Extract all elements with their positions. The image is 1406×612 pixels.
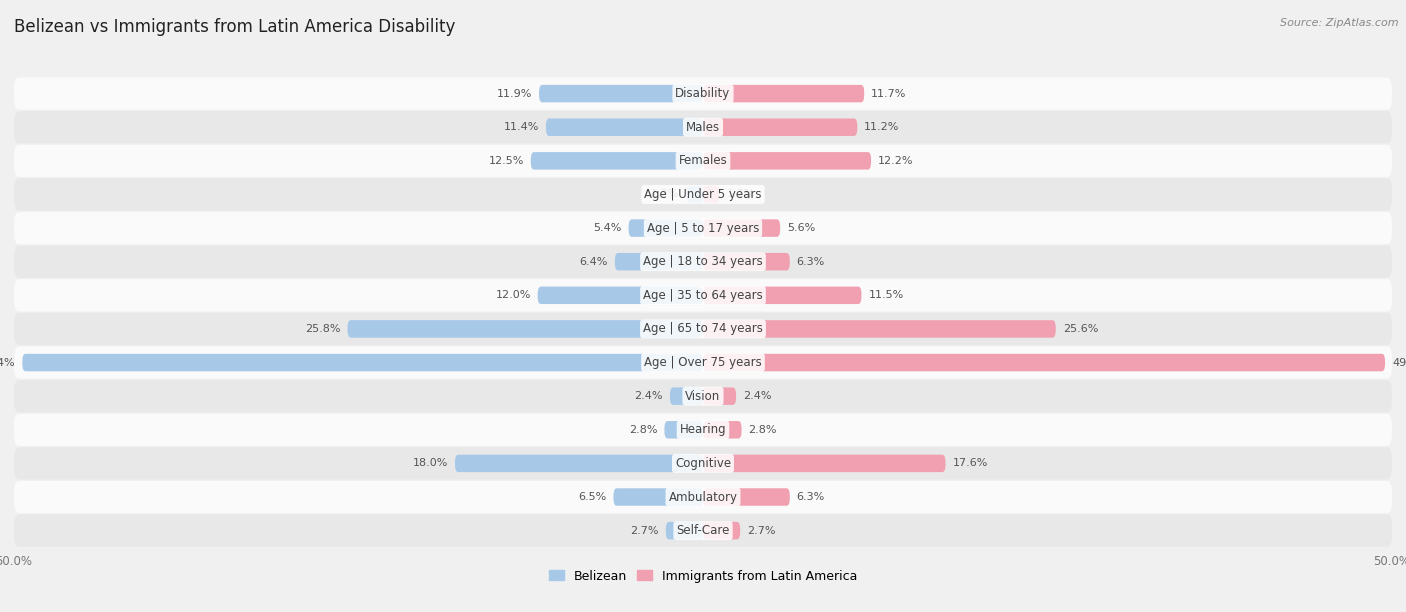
FancyBboxPatch shape: [703, 253, 790, 271]
FancyBboxPatch shape: [537, 286, 703, 304]
FancyBboxPatch shape: [703, 455, 945, 472]
Text: 11.4%: 11.4%: [503, 122, 538, 132]
FancyBboxPatch shape: [614, 253, 703, 271]
FancyBboxPatch shape: [703, 286, 862, 304]
Text: 18.0%: 18.0%: [413, 458, 449, 468]
FancyBboxPatch shape: [703, 522, 740, 539]
FancyBboxPatch shape: [703, 85, 865, 102]
FancyBboxPatch shape: [22, 354, 703, 371]
Text: 12.2%: 12.2%: [877, 156, 914, 166]
FancyBboxPatch shape: [14, 178, 1392, 211]
Text: 2.8%: 2.8%: [628, 425, 658, 435]
Text: Age | Over 75 years: Age | Over 75 years: [644, 356, 762, 369]
FancyBboxPatch shape: [14, 313, 1392, 345]
FancyBboxPatch shape: [14, 481, 1392, 513]
Legend: Belizean, Immigrants from Latin America: Belizean, Immigrants from Latin America: [544, 564, 862, 588]
Text: 25.6%: 25.6%: [1063, 324, 1098, 334]
Text: 17.6%: 17.6%: [952, 458, 988, 468]
Text: Ambulatory: Ambulatory: [668, 490, 738, 504]
FancyBboxPatch shape: [665, 421, 703, 439]
FancyBboxPatch shape: [14, 447, 1392, 480]
Text: 2.7%: 2.7%: [747, 526, 776, 536]
Text: 11.5%: 11.5%: [869, 290, 904, 300]
Text: 11.7%: 11.7%: [872, 89, 907, 99]
FancyBboxPatch shape: [669, 387, 703, 405]
Text: 1.2%: 1.2%: [651, 190, 679, 200]
Text: Belizean vs Immigrants from Latin America Disability: Belizean vs Immigrants from Latin Americ…: [14, 18, 456, 36]
Text: Source: ZipAtlas.com: Source: ZipAtlas.com: [1281, 18, 1399, 28]
Text: Self-Care: Self-Care: [676, 524, 730, 537]
Text: 2.4%: 2.4%: [742, 391, 772, 401]
FancyBboxPatch shape: [14, 414, 1392, 446]
Text: 5.6%: 5.6%: [787, 223, 815, 233]
Text: 12.5%: 12.5%: [488, 156, 524, 166]
FancyBboxPatch shape: [14, 111, 1392, 143]
FancyBboxPatch shape: [347, 320, 703, 338]
Text: 11.9%: 11.9%: [496, 89, 531, 99]
FancyBboxPatch shape: [703, 488, 790, 506]
Text: Males: Males: [686, 121, 720, 134]
Text: 11.2%: 11.2%: [865, 122, 900, 132]
Text: 5.4%: 5.4%: [593, 223, 621, 233]
FancyBboxPatch shape: [703, 152, 872, 170]
FancyBboxPatch shape: [14, 212, 1392, 244]
FancyBboxPatch shape: [703, 421, 741, 439]
FancyBboxPatch shape: [14, 515, 1392, 547]
FancyBboxPatch shape: [531, 152, 703, 170]
FancyBboxPatch shape: [703, 320, 1056, 338]
Text: Hearing: Hearing: [679, 424, 727, 436]
Text: Females: Females: [679, 154, 727, 167]
Text: Age | 65 to 74 years: Age | 65 to 74 years: [643, 323, 763, 335]
Text: Cognitive: Cognitive: [675, 457, 731, 470]
FancyBboxPatch shape: [703, 219, 780, 237]
Text: 2.8%: 2.8%: [748, 425, 778, 435]
Text: 49.4%: 49.4%: [0, 357, 15, 368]
Text: Age | Under 5 years: Age | Under 5 years: [644, 188, 762, 201]
FancyBboxPatch shape: [456, 455, 703, 472]
FancyBboxPatch shape: [14, 279, 1392, 312]
Text: 1.2%: 1.2%: [727, 190, 755, 200]
FancyBboxPatch shape: [703, 185, 720, 203]
FancyBboxPatch shape: [14, 380, 1392, 412]
FancyBboxPatch shape: [14, 346, 1392, 379]
FancyBboxPatch shape: [538, 85, 703, 102]
Text: Disability: Disability: [675, 87, 731, 100]
FancyBboxPatch shape: [613, 488, 703, 506]
FancyBboxPatch shape: [14, 144, 1392, 177]
Text: 49.5%: 49.5%: [1392, 357, 1406, 368]
FancyBboxPatch shape: [546, 119, 703, 136]
FancyBboxPatch shape: [14, 78, 1392, 110]
FancyBboxPatch shape: [703, 387, 737, 405]
Text: 6.5%: 6.5%: [578, 492, 606, 502]
FancyBboxPatch shape: [628, 219, 703, 237]
Text: 6.3%: 6.3%: [797, 492, 825, 502]
Text: Age | 5 to 17 years: Age | 5 to 17 years: [647, 222, 759, 234]
Text: Age | 18 to 34 years: Age | 18 to 34 years: [643, 255, 763, 268]
FancyBboxPatch shape: [686, 185, 703, 203]
FancyBboxPatch shape: [14, 245, 1392, 278]
FancyBboxPatch shape: [703, 119, 858, 136]
FancyBboxPatch shape: [666, 522, 703, 539]
Text: Vision: Vision: [685, 390, 721, 403]
Text: 2.7%: 2.7%: [630, 526, 659, 536]
FancyBboxPatch shape: [703, 354, 1385, 371]
Text: Age | 35 to 64 years: Age | 35 to 64 years: [643, 289, 763, 302]
Text: 12.0%: 12.0%: [495, 290, 531, 300]
Text: 6.4%: 6.4%: [579, 256, 607, 267]
Text: 2.4%: 2.4%: [634, 391, 664, 401]
Text: 6.3%: 6.3%: [797, 256, 825, 267]
Text: 25.8%: 25.8%: [305, 324, 340, 334]
